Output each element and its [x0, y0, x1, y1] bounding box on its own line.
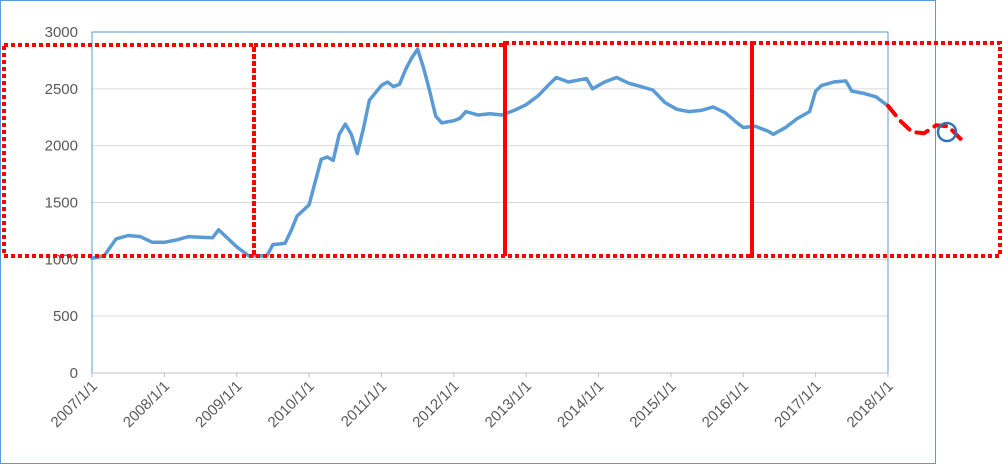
y-tick-label: 1000 [45, 251, 78, 268]
period-boxes [2, 41, 1002, 258]
series-lines [90, 47, 969, 260]
y-tick-label: 3000 [45, 24, 78, 41]
y-tick-label: 0 [70, 365, 78, 382]
axes [91, 31, 889, 377]
y-tick-label: 2500 [45, 81, 78, 98]
y-tick-label: 500 [53, 308, 78, 325]
y-tick-labels: 0 500 1000 1500 2000 2500 3000 [45, 24, 78, 382]
highlight-circle [936, 121, 958, 143]
chart-area-border [0, 0, 936, 464]
y-tick-label: 2000 [45, 138, 78, 155]
projection-line [886, 103, 969, 141]
series-line [90, 47, 890, 260]
period-box [750, 41, 1002, 258]
y-tick-label: 1500 [45, 195, 78, 212]
annotation-markers [936, 121, 958, 143]
